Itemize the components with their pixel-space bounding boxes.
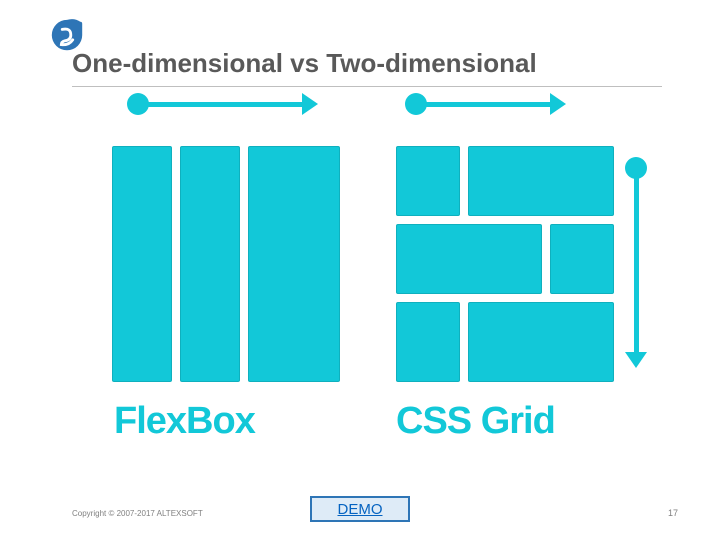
copyright-text: Copyright © 2007-2017 ALTEXSOFT xyxy=(72,509,203,518)
flexbox-label: FlexBox xyxy=(114,400,255,443)
grid-box xyxy=(396,224,542,294)
page-number: 17 xyxy=(668,508,678,518)
flexbox-bar xyxy=(112,146,172,382)
cssgrid-label: CSS Grid xyxy=(396,400,555,443)
page-title: One-dimensional vs Two-dimensional xyxy=(72,48,537,79)
slide: One-dimensional vs Two-dimensional FlexB… xyxy=(0,0,720,540)
grid-box xyxy=(468,146,614,216)
flexbox-bar xyxy=(248,146,340,382)
title-rule xyxy=(72,86,662,87)
grid-box xyxy=(396,146,460,216)
grid-box xyxy=(468,302,614,382)
demo-button[interactable]: DEMO xyxy=(310,496,410,522)
flexbox-bar xyxy=(180,146,240,382)
grid-box xyxy=(550,224,614,294)
grid-box xyxy=(396,302,460,382)
